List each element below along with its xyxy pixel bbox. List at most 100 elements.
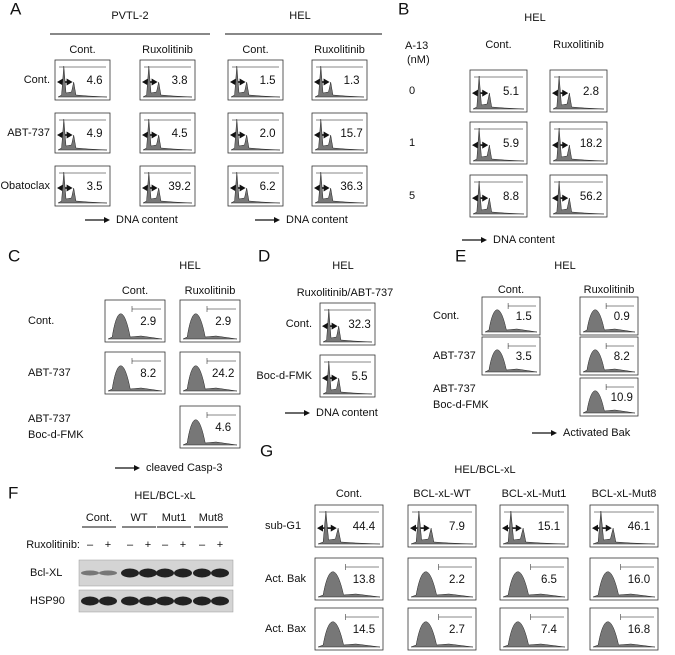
percent-value: 5.9	[503, 138, 519, 150]
axis-label: Activated Bak	[563, 427, 631, 439]
histogram	[182, 419, 238, 446]
band	[99, 570, 117, 576]
arrow-head	[104, 217, 110, 223]
group-label: HEL	[289, 10, 310, 22]
histogram	[484, 309, 538, 333]
percent-value: 24.2	[212, 368, 234, 380]
panel-title: HEL	[554, 260, 575, 272]
arrow-head	[472, 89, 489, 97]
histogram	[502, 571, 566, 598]
percent-value: 4.6	[87, 75, 103, 87]
row-label: ABT-737	[433, 350, 476, 362]
column-header: Ruxolitinib	[142, 44, 193, 56]
row-header: A-13	[405, 40, 428, 52]
percent-value: 3.8	[172, 75, 188, 87]
treatment-sign: +	[105, 539, 111, 551]
percent-value: 1.3	[344, 75, 360, 87]
arrow-head	[472, 194, 489, 202]
percent-value: 16.0	[628, 574, 650, 586]
arrow-head	[502, 524, 522, 532]
histogram	[502, 621, 566, 648]
percent-value: 7.9	[449, 521, 465, 533]
arrow-head	[134, 465, 140, 471]
band	[81, 596, 99, 606]
arrow-head	[551, 430, 557, 436]
percent-value: 44.4	[353, 521, 376, 533]
histogram	[142, 118, 193, 151]
percent-value: 2.0	[260, 128, 276, 140]
treatment-sign: +	[145, 539, 151, 551]
percent-value: 18.2	[580, 138, 602, 150]
arrow-head	[552, 194, 569, 202]
histogram	[142, 65, 193, 98]
histogram	[582, 390, 636, 414]
axis-label: DNA content	[316, 407, 378, 419]
row-label: ABT-737	[7, 127, 50, 139]
panel-label: E	[455, 246, 466, 265]
arrow-head	[274, 217, 280, 223]
percent-value: 4.5	[172, 128, 188, 140]
band	[193, 596, 211, 606]
band	[121, 596, 139, 606]
histogram	[502, 510, 566, 545]
percent-value: 2.7	[449, 624, 465, 636]
column-header: Ruxolitinib	[553, 39, 604, 51]
column-header: BCL-xL-Mut8	[592, 488, 657, 500]
column-header: Ruxolitinib	[185, 285, 236, 297]
panel-label: G	[260, 441, 273, 460]
histogram	[410, 510, 474, 545]
panel-label: B	[398, 0, 409, 18]
histogram	[410, 571, 474, 598]
row-label: Cont.	[286, 318, 312, 330]
panel-label: C	[8, 246, 20, 265]
panel-label: D	[258, 246, 270, 265]
histogram	[552, 75, 605, 110]
row-label: 0	[409, 85, 415, 97]
percent-value: 15.7	[340, 128, 362, 140]
panel-subtitle: Ruxolitinib/ABT-737	[297, 287, 394, 299]
panel-title: HEL	[524, 12, 545, 24]
arrow-head	[314, 131, 330, 139]
histogram	[472, 180, 525, 215]
histogram	[592, 621, 656, 648]
group-label: WT	[130, 512, 147, 524]
histogram	[107, 365, 163, 392]
band-label: HSP90	[30, 595, 65, 607]
arrow-head	[142, 131, 158, 139]
band	[174, 596, 192, 606]
arrow-head	[57, 131, 73, 139]
percent-value: 5.1	[503, 86, 519, 98]
panel-title: HEL/BCL-xL	[134, 490, 195, 502]
percent-value: 2.8	[583, 86, 599, 98]
percent-value: 3.5	[87, 181, 103, 193]
arrow-head	[57, 78, 73, 86]
histogram	[472, 75, 525, 110]
histogram	[592, 510, 656, 545]
column-header: Ruxolitinib	[314, 44, 365, 56]
arrow-head	[314, 78, 330, 86]
row-label: ABT-737	[433, 383, 476, 395]
percent-value: 15.1	[538, 521, 560, 533]
histogram	[552, 180, 605, 215]
band	[156, 596, 174, 606]
group-label: Cont.	[86, 512, 112, 524]
column-header: Cont.	[69, 44, 95, 56]
percent-value: 1.5	[260, 75, 276, 87]
group-label: Mut1	[162, 512, 186, 524]
percent-value: 2.2	[449, 574, 465, 586]
row-label: 5	[409, 190, 415, 202]
histogram	[582, 309, 636, 333]
percent-value: 6.2	[260, 181, 276, 193]
histogram	[322, 360, 373, 395]
row-header: (nM)	[407, 54, 430, 66]
group-label: Mut8	[199, 512, 223, 524]
percent-value: 13.8	[353, 574, 375, 586]
band	[211, 596, 229, 606]
axis-label: DNA content	[116, 214, 178, 226]
histogram	[592, 571, 656, 598]
row-label: sub-G1	[265, 520, 301, 532]
column-header: BCL-xL-Mut1	[502, 488, 567, 500]
percent-value: 39.2	[168, 181, 190, 193]
histogram	[57, 118, 108, 151]
percent-value: 6.5	[541, 574, 557, 586]
